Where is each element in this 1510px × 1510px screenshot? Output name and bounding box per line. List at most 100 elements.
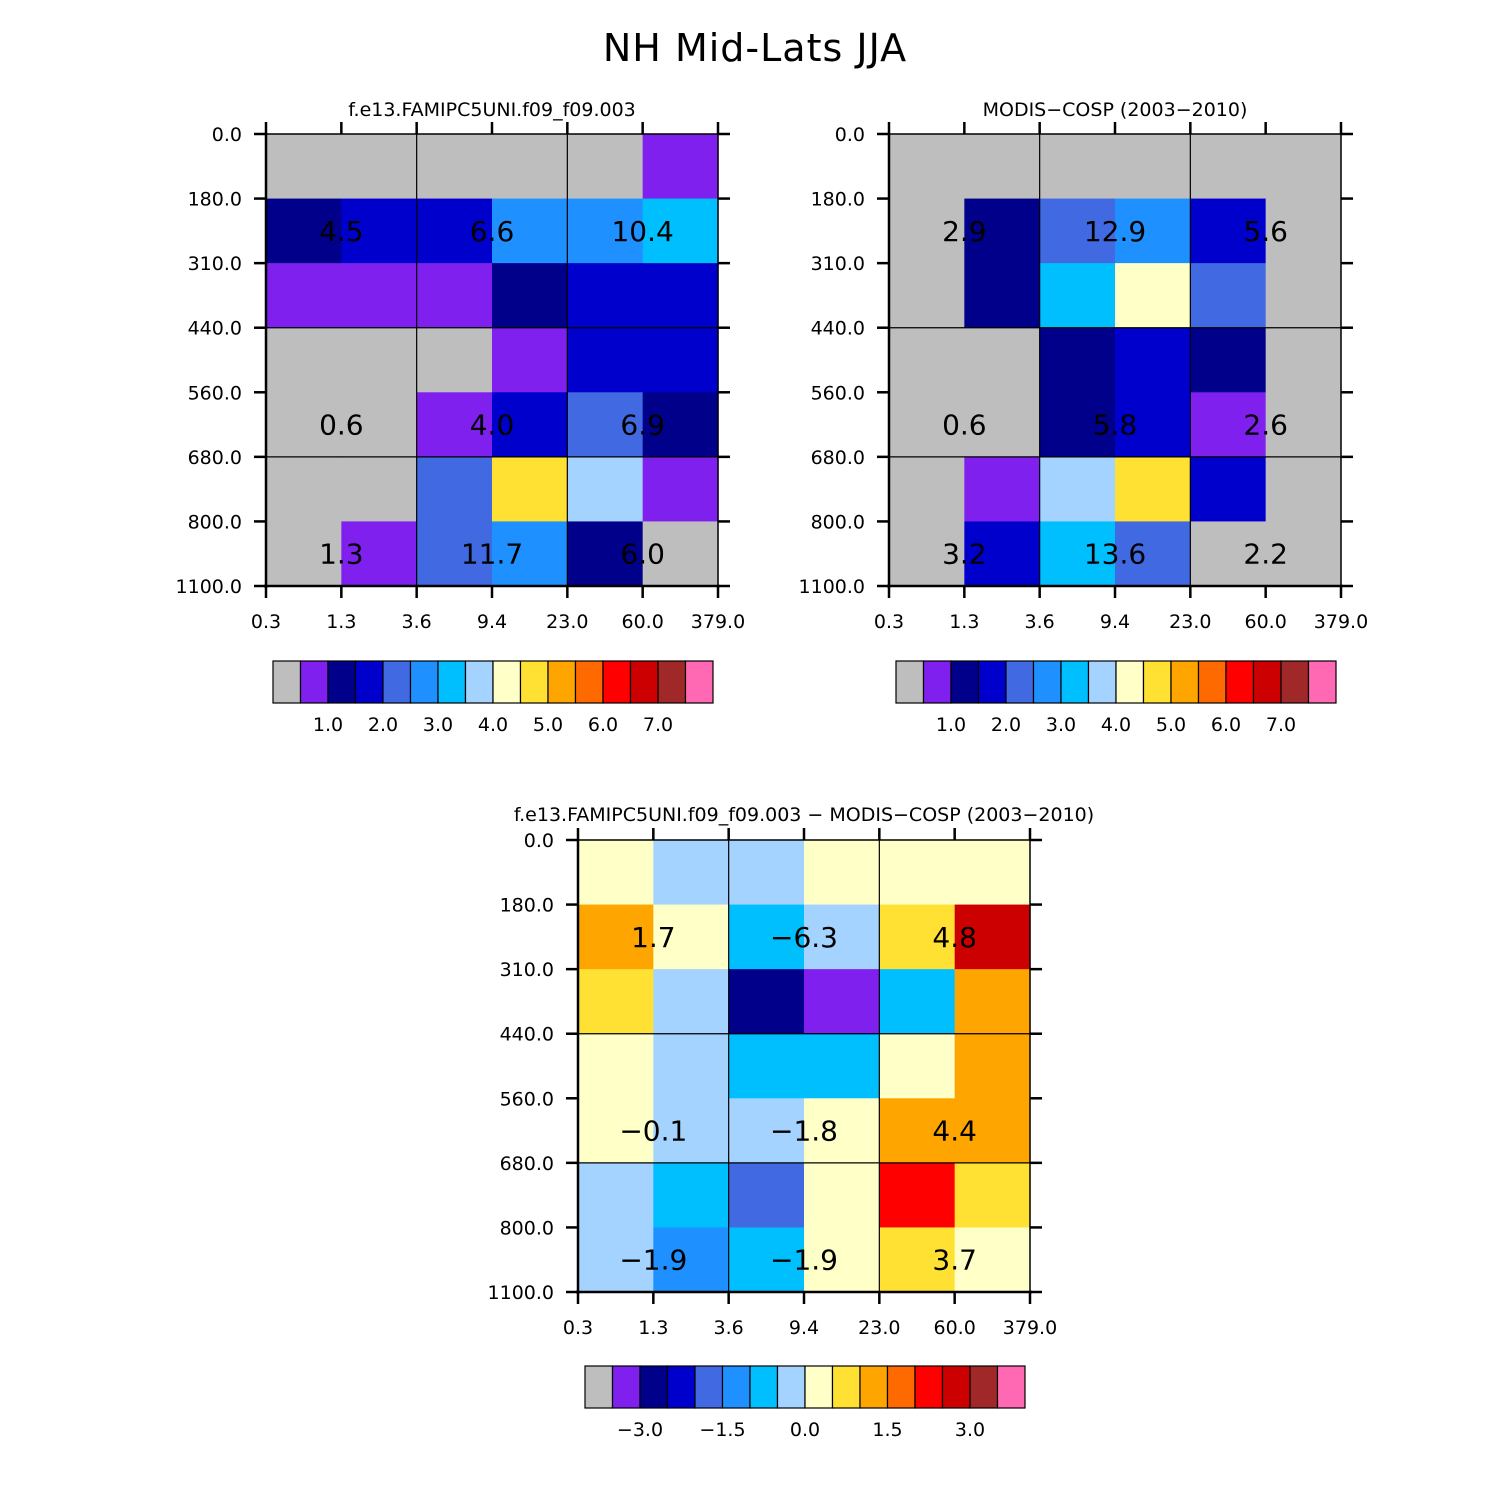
colorbar-label: 2.0	[368, 714, 398, 736]
heatmap-cell	[728, 1162, 805, 1229]
colorbar-swatch	[895, 660, 925, 704]
x-tick-label: 3.6	[1025, 611, 1055, 633]
heatmap-cell	[492, 521, 568, 587]
heatmap-cell	[889, 327, 965, 393]
colorbar-swatch	[602, 660, 632, 704]
y-tick-label: 310.0	[811, 253, 865, 275]
heatmap-cell	[728, 1227, 805, 1293]
colorbar-swatch	[804, 1365, 834, 1409]
x-tick-label: 1.3	[638, 1317, 668, 1339]
cell-value-label: −1.9	[619, 1244, 687, 1277]
panel-3: f.e13.FAMIPC5UNI.f09_f09.003 − MODIS−COS…	[488, 804, 1095, 1441]
heatmap-cell	[1039, 392, 1116, 458]
heatmap-cell	[1039, 521, 1116, 587]
y-tick-label: 560.0	[188, 382, 242, 404]
cell-value-label: 13.6	[1084, 538, 1146, 571]
cell-value-label: 6.9	[620, 409, 665, 442]
heatmap-cell	[567, 263, 644, 329]
colorbar: −3.0 −1.5 0.0 1.5 3.0	[584, 1365, 1026, 1441]
heatmap-cell	[1265, 456, 1342, 523]
cell-value-label: 0.6	[319, 409, 364, 442]
colorbar-swatch	[831, 1365, 861, 1409]
colorbar-swatch	[409, 660, 439, 704]
heatmap-cell	[341, 456, 418, 523]
heatmap-cell	[879, 840, 956, 906]
cell-value-label: 1.7	[631, 921, 676, 954]
colorbar-swatch	[1060, 660, 1090, 704]
y-tick-label: 310.0	[500, 959, 554, 981]
x-tick-label: 1.3	[949, 611, 979, 633]
colorbar-swatch	[519, 660, 549, 704]
colorbar-label: 4.0	[478, 714, 508, 736]
x-tick-label: 23.0	[1169, 611, 1211, 633]
cell-value-label: −0.1	[619, 1115, 687, 1148]
heatmap-cell	[728, 904, 805, 970]
colorbar-label: −3.0	[617, 1419, 663, 1441]
colorbar-swatch	[1005, 660, 1035, 704]
heatmap-cell	[341, 521, 418, 587]
heatmap-cell	[804, 904, 880, 970]
colorbar-swatch	[776, 1365, 806, 1409]
heatmap-cell	[492, 456, 568, 523]
heatmap-cell	[1115, 198, 1191, 264]
panel-2: MODIS−COSP (2003−2010) 0.0 180.0 310.0 440.0…	[799, 99, 1369, 736]
colorbar-swatch	[1115, 660, 1145, 704]
x-tick-label: 9.4	[1100, 611, 1130, 633]
heatmap-cell	[642, 134, 719, 200]
colorbar-swatch	[749, 1365, 779, 1409]
heatmap-cell	[1115, 263, 1191, 329]
heatmap-cell	[578, 969, 654, 1035]
heatmap-cell	[1190, 134, 1267, 200]
cell-value-label: 0.6	[942, 409, 987, 442]
heatmap-cell	[1039, 456, 1116, 523]
heatmap-cell	[879, 1227, 956, 1293]
cell-value-label: 2.9	[942, 215, 987, 248]
heatmap-cell	[341, 198, 418, 264]
y-tick-label: 560.0	[500, 1088, 554, 1110]
y-tick-label: 180.0	[500, 895, 554, 917]
colorbar-label: 7.0	[643, 714, 673, 736]
colorbar: 1.0 2.0 3.0 4.0 5.0 6.0 7.0	[272, 660, 714, 736]
heatmap-cell	[1115, 134, 1191, 200]
heatmap-cell	[1265, 392, 1342, 458]
y-tick-label: 440.0	[811, 318, 865, 340]
colorbar-swatch	[584, 1365, 614, 1409]
heatmap-cell	[728, 840, 805, 906]
heatmap-cell	[804, 1098, 880, 1164]
heatmap-cell	[567, 134, 644, 200]
colorbar-label: 5.0	[1156, 714, 1186, 736]
colorbar-swatch	[694, 1365, 724, 1409]
y-tick-label: 180.0	[188, 189, 242, 211]
heatmap-cell	[1190, 327, 1267, 393]
heatmap-cell	[964, 392, 1041, 458]
colorbar-label: 3.0	[955, 1419, 985, 1441]
colorbar-label: 4.0	[1101, 714, 1131, 736]
colorbar-swatch	[996, 1365, 1026, 1409]
main-title: NH Mid-Lats JJA	[602, 26, 908, 70]
y-tick-label: 560.0	[811, 382, 865, 404]
y-tick-label: 680.0	[500, 1153, 554, 1175]
heatmap-cell	[1265, 521, 1342, 587]
y-tick-label: 680.0	[811, 447, 865, 469]
heatmap-cell	[578, 1098, 654, 1164]
cell-value-label: 6.6	[470, 215, 515, 248]
x-tick-label: 379.0	[1314, 611, 1368, 633]
y-tick-label: 1100.0	[799, 576, 865, 598]
colorbar-swatch	[354, 660, 384, 704]
colorbar-swatch	[272, 660, 302, 704]
x-tick-label: 60.0	[1245, 611, 1287, 633]
colorbar-swatch	[1225, 660, 1255, 704]
y-tick-label: 440.0	[188, 318, 242, 340]
heatmap-cell	[492, 263, 568, 329]
cell-value-label: −1.9	[770, 1244, 838, 1277]
heatmap-cell	[1115, 392, 1191, 458]
heatmap-cell	[954, 1033, 1031, 1099]
heatmap-cell	[889, 134, 965, 200]
heatmap-cell	[1265, 134, 1342, 200]
cell-value-label: 4.5	[319, 215, 364, 248]
heatmap-cell	[1039, 134, 1116, 200]
y-tick-label: 180.0	[811, 189, 865, 211]
heatmap-cell	[341, 134, 418, 200]
x-tick-label: 23.0	[858, 1317, 900, 1339]
cell-value-label: −6.3	[770, 921, 838, 954]
